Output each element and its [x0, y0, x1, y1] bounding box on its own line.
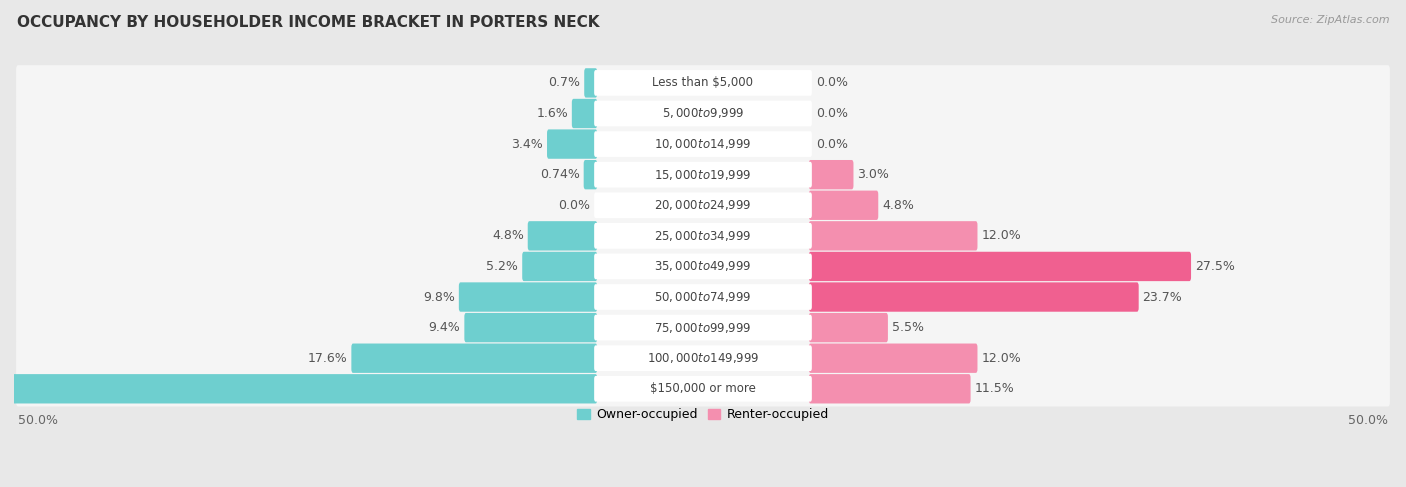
FancyBboxPatch shape	[15, 157, 1391, 192]
FancyBboxPatch shape	[458, 282, 598, 312]
FancyBboxPatch shape	[0, 374, 598, 403]
Text: 11.5%: 11.5%	[974, 382, 1014, 395]
Text: 0.0%: 0.0%	[558, 199, 591, 212]
Text: 27.5%: 27.5%	[1195, 260, 1234, 273]
FancyBboxPatch shape	[808, 282, 1139, 312]
Text: $20,000 to $24,999: $20,000 to $24,999	[654, 198, 752, 212]
FancyBboxPatch shape	[15, 218, 1391, 254]
FancyBboxPatch shape	[808, 343, 977, 373]
FancyBboxPatch shape	[15, 96, 1391, 131]
Text: 12.0%: 12.0%	[981, 352, 1021, 365]
FancyBboxPatch shape	[808, 252, 1191, 281]
FancyBboxPatch shape	[15, 249, 1391, 284]
FancyBboxPatch shape	[595, 284, 811, 310]
FancyBboxPatch shape	[808, 313, 889, 342]
FancyBboxPatch shape	[15, 187, 1391, 223]
FancyBboxPatch shape	[15, 279, 1391, 315]
Text: 0.0%: 0.0%	[815, 138, 848, 150]
FancyBboxPatch shape	[808, 374, 970, 403]
Text: $100,000 to $149,999: $100,000 to $149,999	[647, 351, 759, 365]
FancyBboxPatch shape	[583, 160, 598, 189]
FancyBboxPatch shape	[15, 310, 1391, 345]
Text: 4.8%: 4.8%	[492, 229, 524, 243]
FancyBboxPatch shape	[572, 99, 598, 128]
Text: 5.2%: 5.2%	[486, 260, 519, 273]
Text: 3.4%: 3.4%	[512, 138, 543, 150]
Text: 23.7%: 23.7%	[1143, 291, 1182, 303]
FancyBboxPatch shape	[595, 101, 811, 126]
Text: $150,000 or more: $150,000 or more	[650, 382, 756, 395]
Text: 17.6%: 17.6%	[308, 352, 347, 365]
FancyBboxPatch shape	[595, 345, 811, 371]
FancyBboxPatch shape	[595, 315, 811, 340]
Text: 0.74%: 0.74%	[540, 168, 579, 181]
Text: $75,000 to $99,999: $75,000 to $99,999	[654, 320, 752, 335]
FancyBboxPatch shape	[595, 131, 811, 157]
Text: 3.0%: 3.0%	[858, 168, 889, 181]
Text: 5.5%: 5.5%	[891, 321, 924, 334]
FancyBboxPatch shape	[595, 223, 811, 249]
Text: $25,000 to $34,999: $25,000 to $34,999	[654, 229, 752, 243]
Text: 9.8%: 9.8%	[423, 291, 456, 303]
Text: Less than $5,000: Less than $5,000	[652, 76, 754, 90]
Text: 0.0%: 0.0%	[815, 76, 848, 90]
Text: 12.0%: 12.0%	[981, 229, 1021, 243]
FancyBboxPatch shape	[464, 313, 598, 342]
Text: 9.4%: 9.4%	[429, 321, 461, 334]
Text: 1.6%: 1.6%	[536, 107, 568, 120]
FancyBboxPatch shape	[595, 376, 811, 402]
FancyBboxPatch shape	[522, 252, 598, 281]
Text: $10,000 to $14,999: $10,000 to $14,999	[654, 137, 752, 151]
Text: $35,000 to $49,999: $35,000 to $49,999	[654, 260, 752, 273]
FancyBboxPatch shape	[808, 160, 853, 189]
FancyBboxPatch shape	[808, 221, 977, 250]
Text: 4.8%: 4.8%	[882, 199, 914, 212]
Legend: Owner-occupied, Renter-occupied: Owner-occupied, Renter-occupied	[572, 403, 834, 426]
FancyBboxPatch shape	[595, 162, 811, 187]
FancyBboxPatch shape	[547, 130, 598, 159]
Text: $15,000 to $19,999: $15,000 to $19,999	[654, 168, 752, 182]
FancyBboxPatch shape	[595, 70, 811, 96]
FancyBboxPatch shape	[352, 343, 598, 373]
Text: 0.0%: 0.0%	[815, 107, 848, 120]
FancyBboxPatch shape	[595, 254, 811, 279]
FancyBboxPatch shape	[15, 340, 1391, 376]
FancyBboxPatch shape	[15, 371, 1391, 407]
FancyBboxPatch shape	[595, 192, 811, 218]
FancyBboxPatch shape	[15, 65, 1391, 101]
Text: 0.7%: 0.7%	[548, 76, 581, 90]
Text: Source: ZipAtlas.com: Source: ZipAtlas.com	[1271, 15, 1389, 25]
Text: 50.0%: 50.0%	[1348, 414, 1388, 428]
Text: OCCUPANCY BY HOUSEHOLDER INCOME BRACKET IN PORTERS NECK: OCCUPANCY BY HOUSEHOLDER INCOME BRACKET …	[17, 15, 599, 30]
Text: 50.0%: 50.0%	[18, 414, 58, 428]
FancyBboxPatch shape	[527, 221, 598, 250]
Text: $5,000 to $9,999: $5,000 to $9,999	[662, 107, 744, 120]
FancyBboxPatch shape	[585, 68, 598, 97]
FancyBboxPatch shape	[808, 190, 879, 220]
FancyBboxPatch shape	[15, 126, 1391, 162]
Text: $50,000 to $74,999: $50,000 to $74,999	[654, 290, 752, 304]
